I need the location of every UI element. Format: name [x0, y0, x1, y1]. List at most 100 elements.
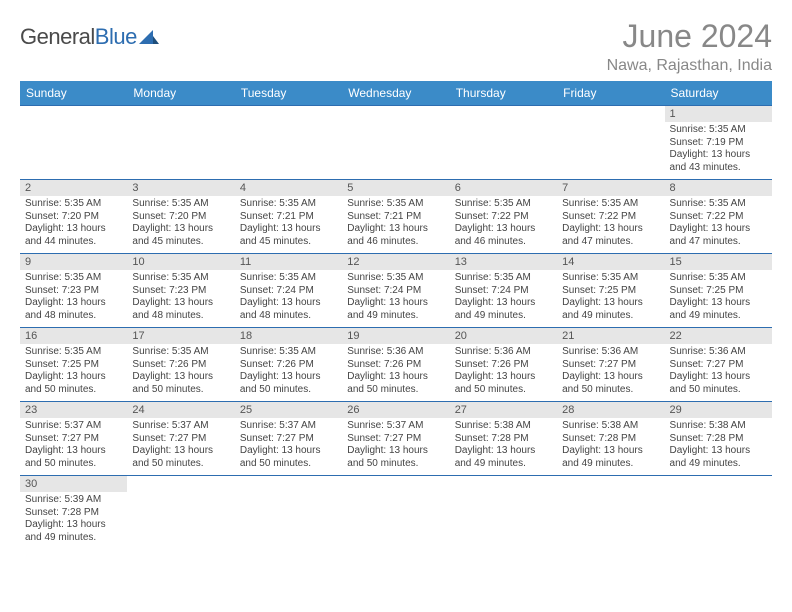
weekday-header: Thursday	[450, 81, 557, 106]
calendar-cell-empty	[20, 106, 127, 180]
sunset-text: Sunset: 7:25 PM	[562, 285, 659, 298]
calendar-cell: 24Sunrise: 5:37 AMSunset: 7:27 PMDayligh…	[127, 402, 234, 476]
daylight-text: Daylight: 13 hours and 47 minutes.	[670, 223, 767, 248]
day-details: Sunrise: 5:35 AMSunset: 7:25 PMDaylight:…	[665, 270, 772, 325]
daylight-text: Daylight: 13 hours and 50 minutes.	[132, 445, 229, 470]
day-number: 19	[342, 328, 449, 344]
day-details: Sunrise: 5:37 AMSunset: 7:27 PMDaylight:…	[235, 418, 342, 473]
sunset-text: Sunset: 7:22 PM	[455, 211, 552, 224]
calendar-cell: 18Sunrise: 5:35 AMSunset: 7:26 PMDayligh…	[235, 328, 342, 402]
calendar-cell-empty	[450, 476, 557, 550]
logo-sail-icon	[139, 28, 161, 46]
weekday-header: Sunday	[20, 81, 127, 106]
calendar-cell: 5Sunrise: 5:35 AMSunset: 7:21 PMDaylight…	[342, 180, 449, 254]
sunrise-text: Sunrise: 5:36 AM	[670, 346, 767, 359]
daylight-text: Daylight: 13 hours and 45 minutes.	[132, 223, 229, 248]
day-number: 13	[450, 254, 557, 270]
day-number: 15	[665, 254, 772, 270]
weekday-header: Saturday	[665, 81, 772, 106]
calendar-cell: 11Sunrise: 5:35 AMSunset: 7:24 PMDayligh…	[235, 254, 342, 328]
day-number: 9	[20, 254, 127, 270]
day-number: 7	[557, 180, 664, 196]
sunset-text: Sunset: 7:20 PM	[132, 211, 229, 224]
daylight-text: Daylight: 13 hours and 49 minutes.	[670, 445, 767, 470]
day-number: 20	[450, 328, 557, 344]
daylight-text: Daylight: 13 hours and 44 minutes.	[25, 223, 122, 248]
sunrise-text: Sunrise: 5:35 AM	[132, 272, 229, 285]
sunset-text: Sunset: 7:23 PM	[132, 285, 229, 298]
daylight-text: Daylight: 13 hours and 49 minutes.	[670, 297, 767, 322]
day-number	[450, 106, 557, 122]
sunrise-text: Sunrise: 5:35 AM	[240, 198, 337, 211]
day-details: Sunrise: 5:35 AMSunset: 7:23 PMDaylight:…	[127, 270, 234, 325]
sunset-text: Sunset: 7:19 PM	[670, 137, 767, 150]
day-details: Sunrise: 5:35 AMSunset: 7:22 PMDaylight:…	[557, 196, 664, 251]
day-details: Sunrise: 5:37 AMSunset: 7:27 PMDaylight:…	[127, 418, 234, 473]
day-details: Sunrise: 5:38 AMSunset: 7:28 PMDaylight:…	[450, 418, 557, 473]
month-title: June 2024	[607, 18, 772, 55]
daylight-text: Daylight: 13 hours and 49 minutes.	[455, 297, 552, 322]
day-number: 8	[665, 180, 772, 196]
day-number: 26	[342, 402, 449, 418]
sunrise-text: Sunrise: 5:38 AM	[455, 420, 552, 433]
calendar-cell: 9 Sunrise: 5:35 AMSunset: 7:23 PMDaylight…	[20, 254, 127, 328]
sunrise-text: Sunrise: 5:35 AM	[240, 272, 337, 285]
sunset-text: Sunset: 7:24 PM	[240, 285, 337, 298]
sunrise-text: Sunrise: 5:35 AM	[25, 198, 122, 211]
day-number: 11	[235, 254, 342, 270]
calendar-cell: 15Sunrise: 5:35 AMSunset: 7:25 PMDayligh…	[665, 254, 772, 328]
day-number: 5	[342, 180, 449, 196]
sunrise-text: Sunrise: 5:36 AM	[562, 346, 659, 359]
daylight-text: Daylight: 13 hours and 48 minutes.	[132, 297, 229, 322]
calendar-cell: 1Sunrise: 5:35 AMSunset: 7:19 PMDaylight…	[665, 106, 772, 180]
sunset-text: Sunset: 7:28 PM	[670, 433, 767, 446]
sunrise-text: Sunrise: 5:35 AM	[132, 198, 229, 211]
calendar-cell: 27Sunrise: 5:38 AMSunset: 7:28 PMDayligh…	[450, 402, 557, 476]
sunrise-text: Sunrise: 5:35 AM	[25, 346, 122, 359]
calendar-cell: 7Sunrise: 5:35 AMSunset: 7:22 PMDaylight…	[557, 180, 664, 254]
calendar-cell: 25Sunrise: 5:37 AMSunset: 7:27 PMDayligh…	[235, 402, 342, 476]
daylight-text: Daylight: 13 hours and 50 minutes.	[132, 371, 229, 396]
sunset-text: Sunset: 7:25 PM	[670, 285, 767, 298]
logo-text-general: General	[20, 24, 95, 49]
day-number: 21	[557, 328, 664, 344]
sunset-text: Sunset: 7:27 PM	[670, 359, 767, 372]
daylight-text: Daylight: 13 hours and 46 minutes.	[347, 223, 444, 248]
calendar-cell-empty	[342, 106, 449, 180]
calendar-cell-empty	[557, 476, 664, 550]
day-details: Sunrise: 5:35 AMSunset: 7:24 PMDaylight:…	[235, 270, 342, 325]
sunset-text: Sunset: 7:24 PM	[347, 285, 444, 298]
calendar-cell: 28Sunrise: 5:38 AMSunset: 7:28 PMDayligh…	[557, 402, 664, 476]
sunset-text: Sunset: 7:26 PM	[347, 359, 444, 372]
sunset-text: Sunset: 7:23 PM	[25, 285, 122, 298]
sunrise-text: Sunrise: 5:37 AM	[240, 420, 337, 433]
day-number: 28	[557, 402, 664, 418]
calendar-row: 9Sunrise: 5:35 AMSunset: 7:23 PMDaylight…	[20, 254, 772, 328]
calendar-cell: 12Sunrise: 5:35 AMSunset: 7:24 PMDayligh…	[342, 254, 449, 328]
calendar-cell: 22Sunrise: 5:36 AMSunset: 7:27 PMDayligh…	[665, 328, 772, 402]
location: Nawa, Rajasthan, India	[607, 57, 772, 75]
day-details: Sunrise: 5:35 AMSunset: 7:19 PMDaylight:…	[665, 122, 772, 177]
sunrise-text: Sunrise: 5:38 AM	[670, 420, 767, 433]
header: GeneralBlue June 2024 Nawa, Rajasthan, I…	[20, 18, 772, 75]
day-details: Sunrise: 5:35 AMSunset: 7:25 PMDaylight:…	[20, 344, 127, 399]
calendar-cell: 29Sunrise: 5:38 AMSunset: 7:28 PMDayligh…	[665, 402, 772, 476]
daylight-text: Daylight: 13 hours and 49 minutes.	[347, 297, 444, 322]
calendar-cell-empty	[342, 476, 449, 550]
sunset-text: Sunset: 7:26 PM	[240, 359, 337, 372]
sunset-text: Sunset: 7:27 PM	[240, 433, 337, 446]
calendar-cell: 19Sunrise: 5:36 AMSunset: 7:26 PMDayligh…	[342, 328, 449, 402]
day-number: 14	[557, 254, 664, 270]
sunrise-text: Sunrise: 5:35 AM	[25, 272, 122, 285]
day-details: Sunrise: 5:35 AMSunset: 7:21 PMDaylight:…	[342, 196, 449, 251]
daylight-text: Daylight: 13 hours and 48 minutes.	[25, 297, 122, 322]
day-number: 23	[20, 402, 127, 418]
day-number: 1	[665, 106, 772, 122]
day-details: Sunrise: 5:36 AMSunset: 7:26 PMDaylight:…	[450, 344, 557, 399]
day-details: Sunrise: 5:35 AMSunset: 7:20 PMDaylight:…	[20, 196, 127, 251]
daylight-text: Daylight: 13 hours and 49 minutes.	[455, 445, 552, 470]
sunset-text: Sunset: 7:27 PM	[347, 433, 444, 446]
sunset-text: Sunset: 7:26 PM	[132, 359, 229, 372]
weekday-header: Friday	[557, 81, 664, 106]
logo-text-blue: Blue	[95, 24, 137, 49]
